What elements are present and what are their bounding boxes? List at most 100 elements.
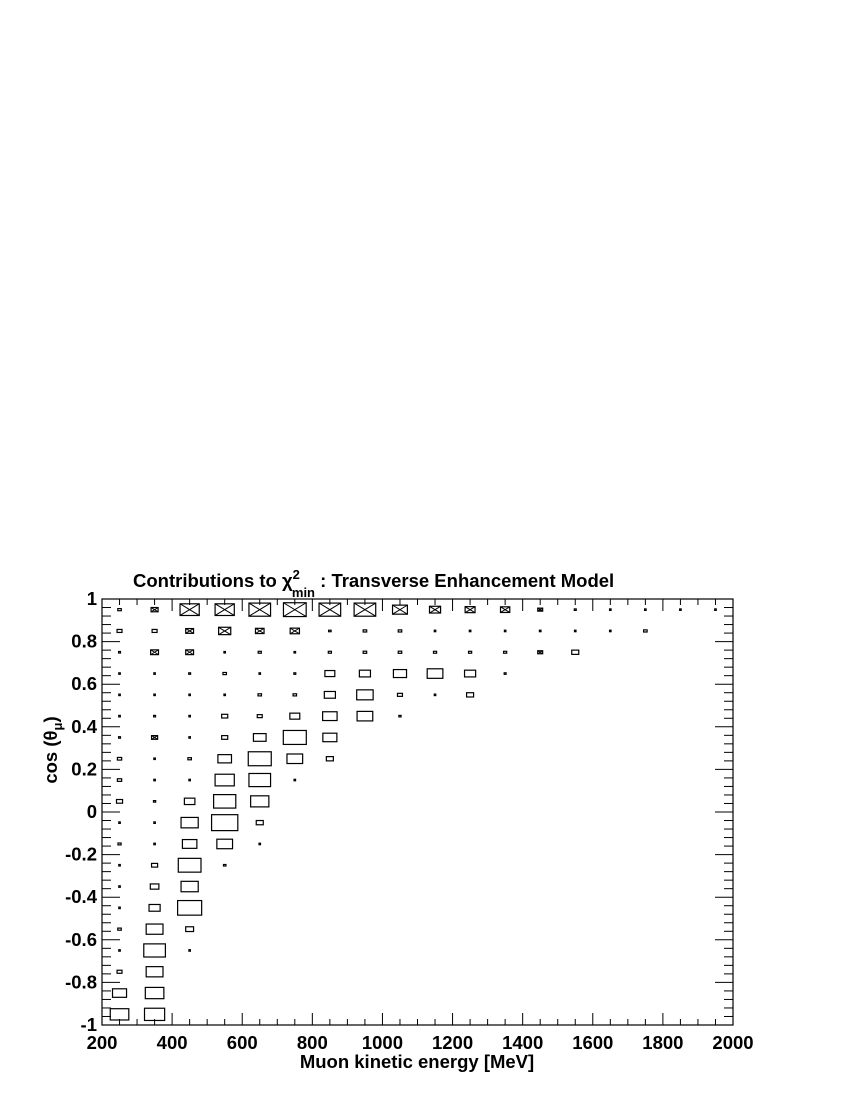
data-box [118, 906, 121, 910]
y-tick-label: 0 [87, 801, 97, 822]
negative-cross [214, 603, 235, 616]
data-box [537, 607, 544, 612]
data-box [109, 1008, 130, 1021]
negative-cross [150, 607, 159, 613]
y-tick-label: 0.4 [71, 716, 97, 737]
data-box [153, 778, 156, 782]
data-box [503, 629, 507, 633]
data-box [392, 668, 408, 679]
data-box [293, 650, 297, 654]
data-box [248, 772, 272, 788]
negative-cross [151, 735, 158, 740]
data-box [608, 608, 612, 612]
data-box [254, 627, 265, 635]
x-tick-label: 1600 [572, 1032, 613, 1053]
data-box [292, 693, 298, 697]
data-box [177, 857, 202, 873]
data-box [183, 797, 196, 806]
data-box [608, 629, 612, 633]
data-box [356, 710, 374, 722]
x-tick-label: 600 [227, 1032, 258, 1053]
data-box [118, 885, 121, 888]
data-box [185, 649, 195, 656]
negative-cross [185, 649, 194, 656]
y-tick-label: 0.2 [71, 758, 97, 779]
data-box [325, 756, 334, 762]
negative-cross [392, 604, 408, 615]
data-box [153, 693, 156, 697]
data-box [432, 650, 438, 654]
data-box [223, 650, 227, 654]
data-box [188, 672, 192, 675]
data-box [143, 1007, 166, 1022]
data-box [118, 693, 121, 697]
negative-cross [500, 606, 511, 613]
data-box [255, 819, 264, 826]
data-box [117, 736, 122, 739]
negative-cross [179, 603, 200, 616]
data-box [293, 778, 297, 782]
data-box [502, 650, 508, 654]
data-box [258, 842, 262, 846]
x-tick-label: 1000 [362, 1032, 403, 1053]
data-box [643, 629, 648, 633]
data-box [222, 863, 227, 867]
data-box [573, 629, 577, 633]
data-box [153, 821, 156, 825]
data-box [571, 649, 580, 655]
data-box [433, 693, 437, 697]
data-box [117, 842, 122, 846]
data-box [356, 689, 374, 701]
data-box [322, 732, 338, 743]
data-box [362, 650, 368, 654]
y-tick-label: -0.4 [65, 886, 98, 907]
data-box [499, 606, 511, 614]
x-tick-label: 800 [297, 1032, 328, 1053]
data-box [573, 608, 577, 612]
data-box [152, 799, 157, 803]
data-box [464, 606, 476, 614]
data-box [188, 949, 191, 952]
data-box [148, 903, 161, 912]
negative-cross [185, 628, 194, 634]
data-box [144, 986, 165, 1000]
data-box [537, 650, 544, 655]
data-box [177, 899, 203, 916]
data-box [153, 714, 157, 718]
data-box [150, 862, 159, 868]
data-boxes [109, 602, 717, 1022]
data-box [116, 756, 123, 761]
chart-title-superscript: 2 [293, 567, 300, 582]
y-axis-label: cos (θμ) [40, 716, 65, 783]
data-box [214, 773, 235, 787]
data-box [188, 693, 191, 697]
y-axis-label-prefix: cos (θ [40, 730, 61, 783]
data-box [116, 969, 123, 974]
data-box [150, 649, 160, 656]
data-box [188, 778, 191, 782]
data-box [151, 628, 158, 634]
axes: 200 400 600 800 1000 1200 1400 1600 1800 2000 -1 -0… [65, 588, 753, 1053]
data-box [256, 714, 263, 719]
data-box [145, 966, 164, 978]
data-box [293, 672, 297, 675]
data-box [465, 692, 475, 698]
data-box [150, 735, 159, 740]
data-box [223, 693, 227, 697]
data-box [111, 988, 128, 998]
data-box [323, 690, 337, 699]
data-box [149, 883, 160, 890]
x-tick-label: 200 [87, 1032, 118, 1053]
data-box [221, 735, 229, 740]
chart-title-rest: : Transverse Enhancement Model [315, 570, 614, 591]
data-box [210, 814, 239, 832]
data-box [397, 650, 403, 654]
data-box [116, 778, 123, 782]
x-axis-label: Muon kinetic energy [MeV] [300, 1051, 534, 1072]
data-box [181, 838, 198, 849]
x-tick-label: 1800 [642, 1032, 683, 1053]
x-tick-label: 1400 [502, 1032, 543, 1053]
data-box [143, 943, 166, 958]
data-box [644, 608, 647, 612]
data-box [180, 880, 199, 893]
